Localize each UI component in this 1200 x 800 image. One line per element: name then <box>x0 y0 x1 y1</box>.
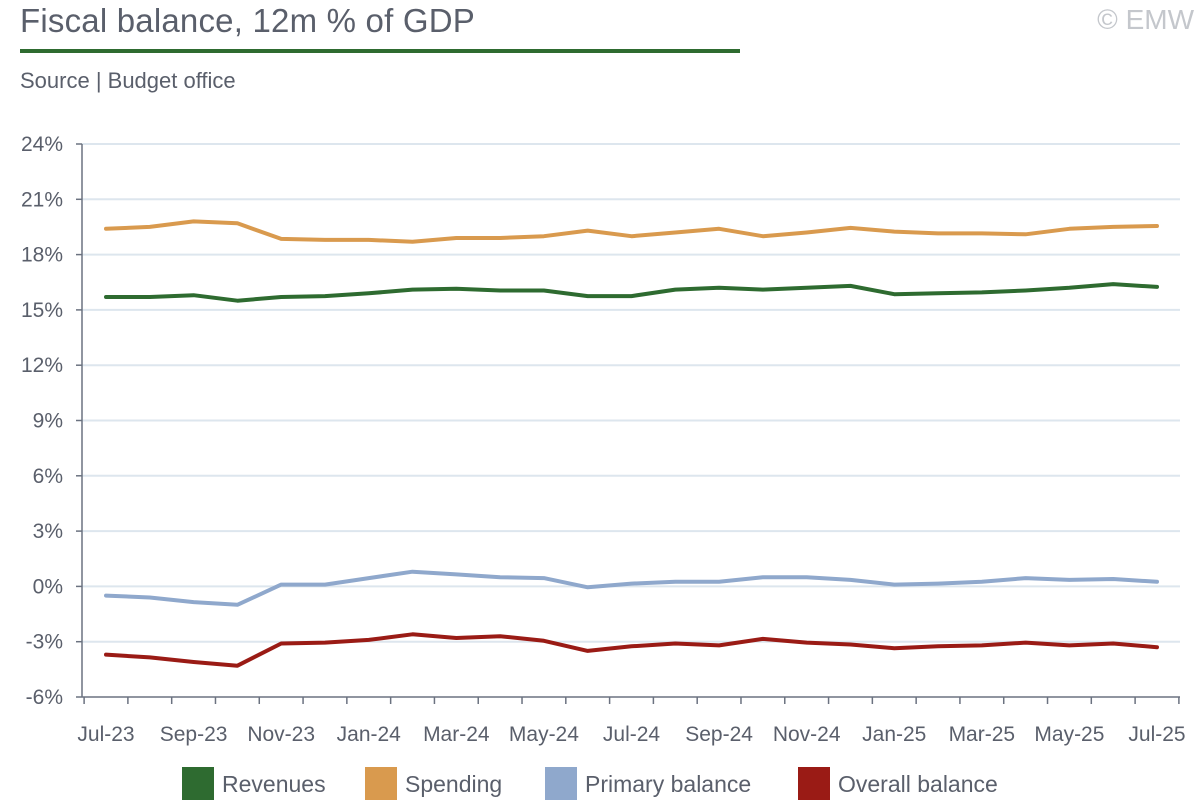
y-tick-label: 18% <box>21 244 63 267</box>
x-tick-label: Nov-23 <box>247 723 315 746</box>
legend-swatch-revenues <box>182 767 214 800</box>
series-line-revenues <box>104 282 1159 303</box>
grid-lines <box>82 143 1180 643</box>
legend-label-overall-balance: Overall balance <box>838 771 998 797</box>
y-tick-label: -3% <box>26 631 63 654</box>
y-tick-label: -6% <box>26 686 63 709</box>
y-tick-label: 6% <box>33 465 63 488</box>
x-tick-label: May-25 <box>1034 723 1104 746</box>
y-tick-label: 0% <box>33 575 63 598</box>
source-note: Source | Budget office <box>20 68 236 93</box>
x-tick-label: Nov-24 <box>773 723 841 746</box>
x-tick-label: Jan-25 <box>862 723 926 746</box>
x-tick-label: Mar-24 <box>423 723 490 746</box>
legend-label-spending: Spending <box>405 771 502 797</box>
x-tick-label: Sep-23 <box>160 723 228 746</box>
x-tick-label: Jan-24 <box>337 723 402 746</box>
axes: -6% -3% 0% 3% 6% 9% 12% 15% 18% 21% 24% Jul-23 Sep-2… <box>21 133 1186 746</box>
x-tick-label: Mar-25 <box>949 723 1016 746</box>
x-tick-label: Jul-25 <box>1128 723 1185 746</box>
series-line-spending <box>104 219 1159 244</box>
legend-label-primary-balance: Primary balance <box>585 771 751 797</box>
y-tick-label: 24% <box>21 133 63 156</box>
page-title: Fiscal balance, 12m % of GDP <box>20 2 475 39</box>
title-underline <box>20 49 740 53</box>
legend-swatch-primary-balance <box>545 767 577 800</box>
legend: Revenues Spending Primary balance Overall b… <box>182 767 998 800</box>
y-tick-label: 21% <box>21 188 63 211</box>
series-lines <box>104 219 1159 668</box>
x-tick-label: Jul-23 <box>77 723 134 746</box>
y-tick-label: 9% <box>33 410 63 433</box>
y-tick-label: 15% <box>21 299 63 322</box>
legend-swatch-spending <box>365 767 397 800</box>
copyright-watermark: © EMW <box>1097 4 1194 35</box>
series-line-primary-balance <box>104 569 1159 607</box>
x-tick-label: May-24 <box>509 723 579 746</box>
x-tick-label: Jul-24 <box>603 723 661 746</box>
legend-swatch-overall-balance <box>798 767 830 800</box>
y-tick-label: 12% <box>21 354 63 377</box>
y-tick-label: 3% <box>33 520 63 543</box>
legend-label-revenues: Revenues <box>222 771 326 797</box>
x-tick-label: Sep-24 <box>685 723 753 746</box>
series-line-overall-balance <box>104 632 1159 668</box>
